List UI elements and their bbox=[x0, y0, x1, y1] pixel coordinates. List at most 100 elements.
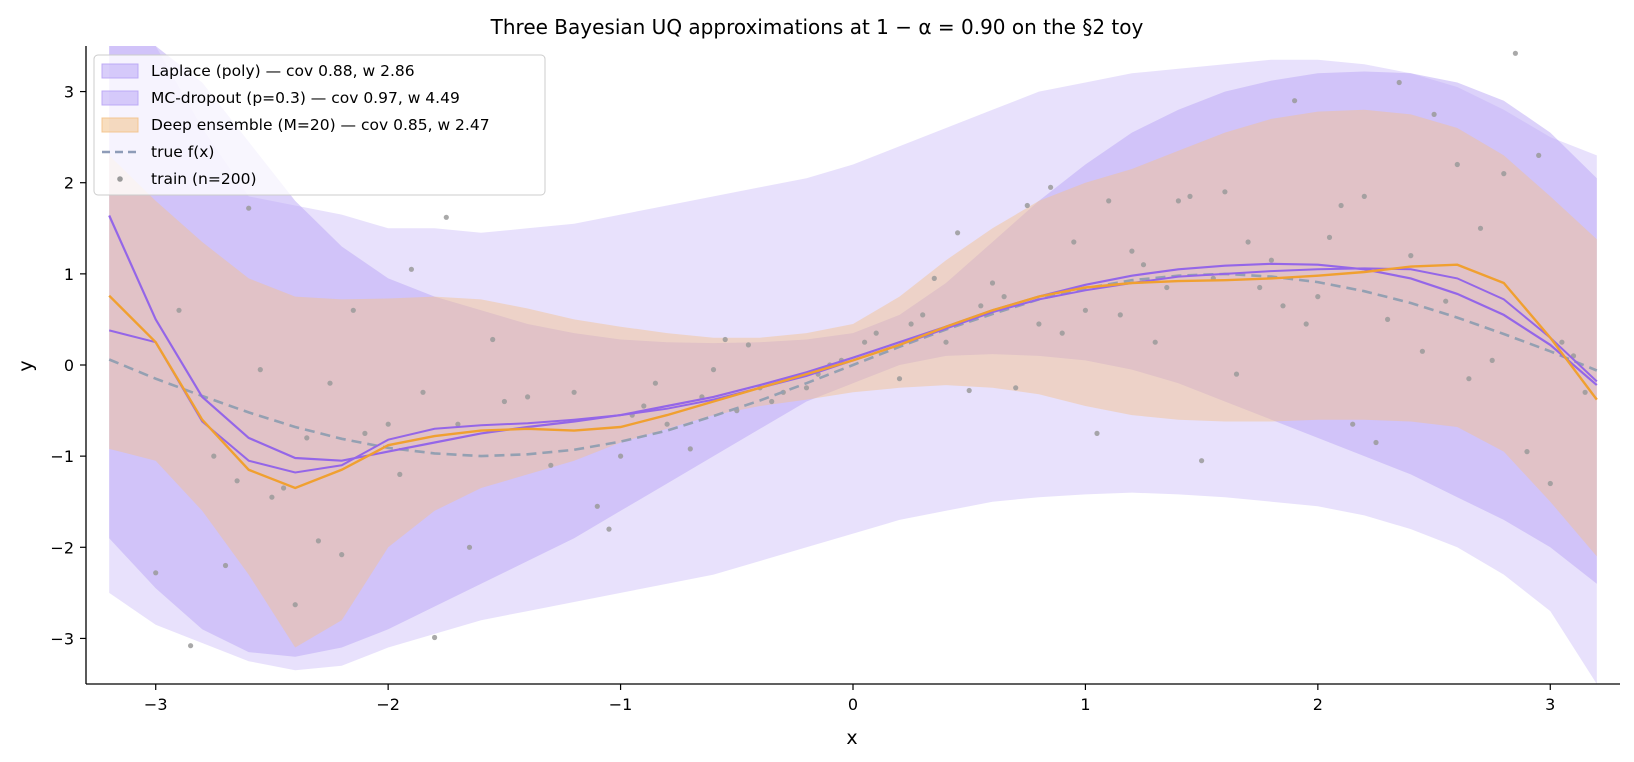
x-axis-label: x bbox=[846, 727, 857, 749]
train-point bbox=[710, 367, 717, 373]
legend-label: train (n=200) bbox=[151, 170, 257, 188]
train-point bbox=[292, 602, 298, 608]
train-point bbox=[222, 562, 229, 569]
y-tick-label: −2 bbox=[50, 538, 74, 557]
train-point bbox=[350, 307, 356, 313]
y-tick-label: 1 bbox=[64, 265, 74, 284]
train-point bbox=[1385, 316, 1391, 322]
train-point bbox=[1408, 253, 1414, 259]
legend-box bbox=[93, 54, 546, 196]
train-point bbox=[1117, 312, 1123, 318]
train-point bbox=[1582, 389, 1588, 395]
legend-swatch bbox=[117, 176, 123, 182]
train-point bbox=[1152, 339, 1158, 345]
train-point bbox=[1268, 257, 1274, 263]
train-point bbox=[1489, 357, 1495, 363]
laplace-band bbox=[109, 46, 1597, 657]
legend-label: Deep ensemble (M=20) — cov 0.85, w 2.47 bbox=[151, 116, 490, 134]
train-point bbox=[687, 446, 693, 452]
train-point bbox=[1059, 330, 1065, 336]
train-point bbox=[176, 307, 182, 313]
legend-swatch bbox=[101, 117, 139, 133]
train-point bbox=[862, 339, 868, 345]
train-point bbox=[1373, 439, 1379, 446]
train-point bbox=[304, 435, 310, 441]
train-point bbox=[1315, 294, 1321, 300]
legend: Laplace (poly) — cov 0.88, w 2.86 MC-drop… bbox=[93, 54, 546, 196]
train-point bbox=[281, 485, 287, 491]
x-tick-label: −1 bbox=[609, 695, 633, 714]
train-point bbox=[501, 398, 507, 405]
train-point bbox=[1257, 284, 1263, 291]
train-point bbox=[664, 421, 670, 427]
train-point bbox=[1036, 321, 1042, 327]
train-point bbox=[1013, 385, 1019, 391]
train-point bbox=[1129, 248, 1135, 254]
x-tick-label: 2 bbox=[1313, 695, 1323, 714]
train-point bbox=[1001, 294, 1007, 300]
train-point bbox=[943, 339, 949, 345]
train-point bbox=[1292, 98, 1298, 104]
train-point bbox=[211, 453, 217, 459]
train-point bbox=[1024, 202, 1030, 209]
train-point bbox=[606, 526, 612, 532]
train-point bbox=[466, 544, 473, 550]
train-point bbox=[1350, 421, 1356, 427]
train-point bbox=[745, 342, 752, 348]
train-point bbox=[443, 214, 449, 220]
train-point bbox=[931, 275, 937, 281]
y-tick-label: −3 bbox=[50, 629, 74, 648]
train-point bbox=[420, 389, 426, 395]
train-point bbox=[315, 538, 321, 544]
x-tick-label: −3 bbox=[144, 695, 168, 714]
train-point bbox=[257, 367, 263, 373]
y-tick-label: 0 bbox=[64, 356, 74, 375]
train-point bbox=[1071, 239, 1077, 245]
x-tick-label: −2 bbox=[376, 695, 400, 714]
train-point bbox=[803, 385, 810, 391]
y-tick-label: −1 bbox=[50, 447, 74, 466]
train-point bbox=[966, 387, 972, 394]
x-tick-label: 1 bbox=[1080, 695, 1090, 714]
train-point bbox=[1536, 152, 1542, 158]
train-point bbox=[234, 478, 240, 484]
train-point bbox=[269, 494, 275, 500]
train-point bbox=[1547, 480, 1553, 487]
train-point bbox=[1140, 262, 1147, 268]
train-point bbox=[618, 453, 624, 459]
train-point bbox=[908, 321, 914, 327]
laplace-mean-line bbox=[108, 215, 1598, 462]
train-point bbox=[1175, 198, 1181, 204]
train-point bbox=[408, 266, 414, 272]
train-point bbox=[1048, 184, 1054, 190]
train-point bbox=[920, 312, 926, 318]
train-point bbox=[246, 205, 252, 211]
train-point bbox=[1501, 171, 1507, 177]
train-point bbox=[1512, 50, 1518, 56]
y-axis-label: y bbox=[15, 360, 37, 371]
train-point bbox=[955, 230, 961, 236]
train-point bbox=[525, 394, 531, 400]
axes: −3 −2 −1 0 1 2 3 −3 −2 −1 0 1 2 3 bbox=[50, 46, 1620, 714]
train-point bbox=[1106, 198, 1112, 204]
train-point bbox=[641, 403, 647, 409]
train-point bbox=[1245, 239, 1251, 245]
train-point bbox=[362, 430, 368, 436]
train-point bbox=[1466, 376, 1472, 382]
y-tick-label: 2 bbox=[64, 174, 74, 193]
legend-label: Laplace (poly) — cov 0.88, w 2.86 bbox=[151, 62, 415, 80]
train-point bbox=[1082, 307, 1088, 313]
train-point bbox=[1477, 225, 1484, 231]
train-point bbox=[385, 421, 391, 427]
train-point bbox=[1396, 79, 1402, 86]
train-point bbox=[397, 471, 403, 477]
train-point bbox=[1280, 303, 1286, 309]
legend-label: MC-dropout (p=0.3) — cov 0.97, w 4.49 bbox=[151, 89, 460, 107]
train-point bbox=[1454, 161, 1460, 168]
train-point bbox=[1419, 348, 1425, 354]
train-point bbox=[594, 503, 600, 509]
train-point bbox=[1326, 234, 1333, 240]
train-point bbox=[1431, 111, 1437, 117]
train-point bbox=[339, 552, 345, 558]
